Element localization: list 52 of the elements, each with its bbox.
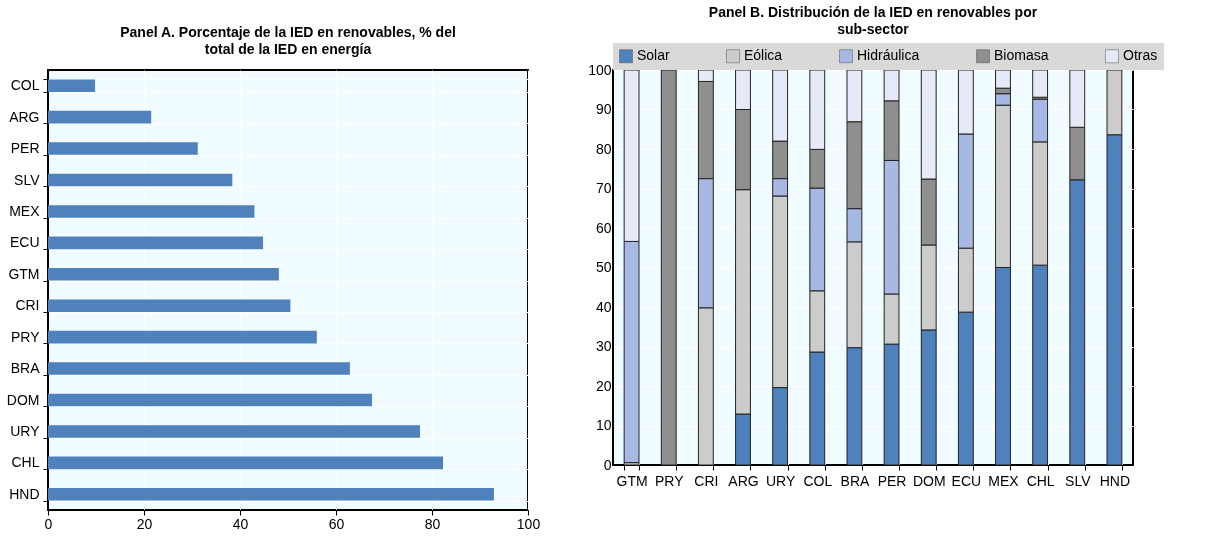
x-tick-label: 0 — [44, 515, 53, 532]
y-tick-label: PRY — [10, 328, 41, 345]
x-tick-label: HND — [1099, 472, 1131, 489]
y-tick-label: GTM — [8, 265, 40, 282]
y-tick-label: 100 — [588, 61, 612, 78]
legend-label: Solar — [637, 47, 671, 64]
x-tick-label: DOM — [912, 472, 946, 489]
y-tick-label: PER — [10, 140, 40, 157]
y-tick-label: 10 — [595, 417, 612, 433]
x-tick-label: 40 — [232, 515, 249, 532]
y-tick-label: 40 — [595, 298, 612, 315]
y-tick-label: BRA — [10, 360, 41, 377]
x-tick-label: MEX — [988, 472, 1020, 489]
legend-label: Biomasa — [994, 47, 1049, 64]
y-tick-label: DOM — [6, 391, 40, 408]
x-tick-label: URY — [765, 472, 796, 489]
x-tick-label: ECU — [951, 472, 982, 489]
legend-label: Hidráulica — [857, 47, 920, 64]
x-tick-label: BRA — [840, 472, 870, 489]
x-tick-label: ARG — [728, 472, 759, 489]
legend-label: Otras — [1123, 47, 1158, 64]
x-tick-label: CRI — [694, 472, 719, 489]
y-tick-label: 30 — [595, 338, 612, 354]
y-tick-label: SLV — [14, 171, 41, 188]
x-tick-label: 80 — [424, 515, 441, 532]
x-tick-label: PER — [877, 472, 907, 489]
x-tick-label: 20 — [136, 515, 153, 532]
y-tick-label: 0 — [603, 456, 612, 473]
x-tick-label: SLV — [1065, 472, 1092, 489]
y-tick-label: 80 — [595, 140, 612, 157]
y-tick-label: ARG — [9, 108, 40, 125]
chart-title: Panel A. Porcentaje de la IED en renovables, % del total de la IED en energía — [120, 24, 456, 57]
y-tick-label: CHL — [11, 454, 40, 471]
y-tick-label: HND — [9, 485, 40, 502]
y-tick-label: MEX — [9, 202, 41, 219]
y-tick-label: COL — [10, 77, 40, 94]
x-tick-label: 100 — [516, 515, 541, 532]
y-tick-label: 70 — [595, 180, 612, 196]
x-tick-label: 60 — [328, 515, 345, 532]
y-tick-label: 20 — [595, 377, 612, 394]
y-tick-label: 60 — [595, 219, 612, 236]
x-tick-label: GTM — [616, 472, 648, 489]
x-tick-label: COL — [803, 472, 833, 489]
y-tick-label: CRI — [15, 297, 40, 314]
y-tick-label: 50 — [595, 259, 612, 275]
chart-title: Panel B. Distribución de la IED en renovables por sub-sector — [708, 4, 1038, 37]
legend-label: Eólica — [744, 47, 783, 64]
y-tick-label: ECU — [9, 234, 40, 251]
x-tick-label: CHL — [1026, 472, 1055, 489]
y-tick-label: URY — [10, 422, 41, 439]
x-tick-label: PRY — [654, 472, 685, 489]
y-tick-label: 90 — [595, 101, 612, 117]
